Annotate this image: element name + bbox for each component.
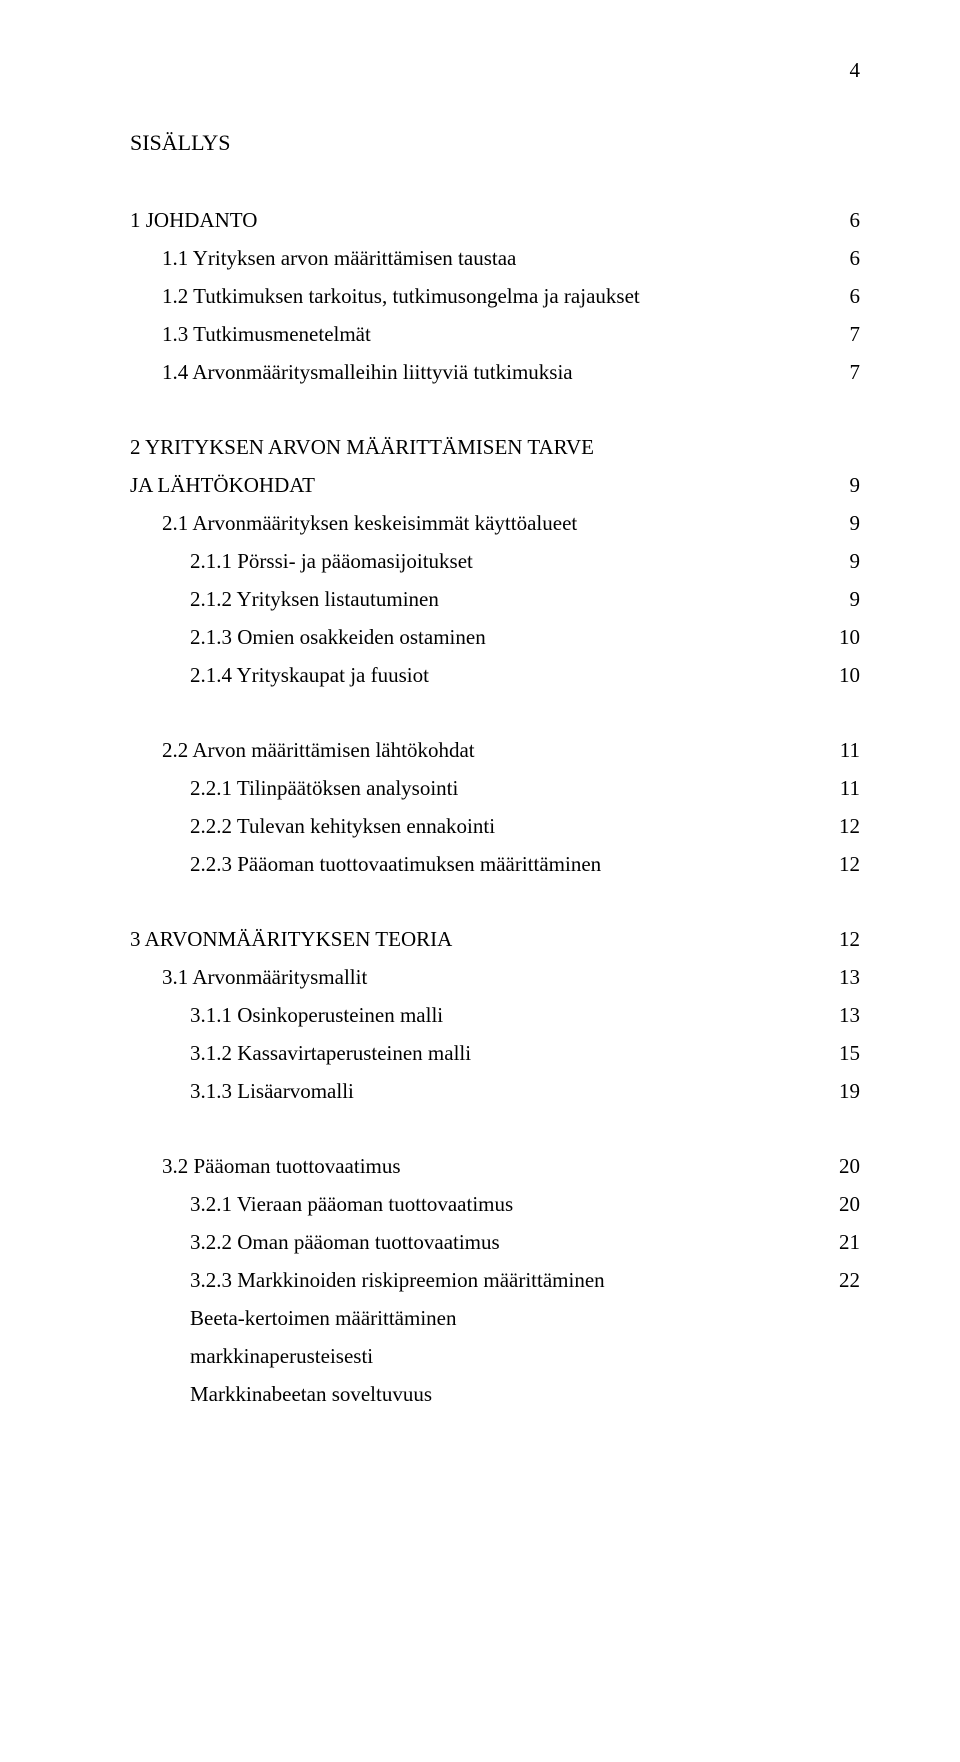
toc-row: 3.1.2 Kassavirtaperusteinen malli15: [130, 1043, 860, 1064]
toc-entry-label: 3.1.3 Lisäarvomalli: [130, 1081, 820, 1102]
toc-row: 2.2.1 Tilinpäätöksen analysointi11: [130, 778, 860, 799]
toc-entry-label: 3.1 Arvonmääritysmallit: [130, 967, 820, 988]
toc-entry-page: 6: [820, 210, 860, 231]
toc-row: 2.1.4 Yrityskaupat ja fuusiot10: [130, 665, 860, 686]
toc-row: 2.1.3 Omien osakkeiden ostaminen10: [130, 627, 860, 648]
toc-entry-page: 13: [820, 967, 860, 988]
toc-entry-page: 20: [820, 1194, 860, 1215]
toc-list: 1 JOHDANTO61.1 Yrityksen arvon määrittäm…: [130, 210, 860, 1405]
toc-row: 1.4 Arvonmääritysmalleihin liittyviä tut…: [130, 362, 860, 383]
toc-entry-label: 3.2 Pääoman tuottovaatimus: [130, 1156, 820, 1177]
toc-entry-page: 22: [820, 1270, 860, 1291]
toc-entry-label: 1.3 Tutkimusmenetelmät: [130, 324, 820, 345]
toc-row: 2.2 Arvon määrittämisen lähtökohdat11: [130, 740, 860, 761]
toc-entry-label: 1.1 Yrityksen arvon määrittämisen tausta…: [130, 248, 820, 269]
toc-entry-page: 9: [820, 513, 860, 534]
toc-entry-label: 2.1 Arvonmäärityksen keskeisimmät käyttö…: [130, 513, 820, 534]
toc-entry-page: 13: [820, 1005, 860, 1026]
toc-entry-page: 6: [820, 286, 860, 307]
toc-row: 3.1 Arvonmääritysmallit13: [130, 967, 860, 988]
toc-entry-label: 1 JOHDANTO: [130, 210, 820, 231]
toc-entry-page: 12: [820, 854, 860, 875]
toc-entry-label: 3.2.3 Markkinoiden riskipreemion määritt…: [130, 1270, 820, 1291]
toc-entry-page: 9: [820, 551, 860, 572]
toc-entry-label: 2.1.4 Yrityskaupat ja fuusiot: [130, 665, 820, 686]
toc-entry-page: 19: [820, 1081, 860, 1102]
toc-entry-page: 15: [820, 1043, 860, 1064]
toc-row: 2 YRITYKSEN ARVON MÄÄRITTÄMISEN TARVE: [130, 437, 860, 458]
toc-entry-label: 2.1.2 Yrityksen listautuminen: [130, 589, 820, 610]
toc-row: 1 JOHDANTO6: [130, 210, 860, 231]
toc-entry-label: 3.1.1 Osinkoperusteinen malli: [130, 1005, 820, 1026]
toc-entry-label: Markkinabeetan soveltuvuus: [130, 1384, 820, 1405]
toc-entry-label: 2 YRITYKSEN ARVON MÄÄRITTÄMISEN TARVE: [130, 437, 820, 458]
page-number: 4: [850, 58, 861, 83]
toc-entry-page: 10: [820, 627, 860, 648]
toc-row: 2.1.2 Yrityksen listautuminen9: [130, 589, 860, 610]
toc-entry-label: 1.4 Arvonmääritysmalleihin liittyviä tut…: [130, 362, 820, 383]
toc-entry-label: 2.1.1 Pörssi- ja pääomasijoitukset: [130, 551, 820, 572]
toc-row: JA LÄHTÖKOHDAT9: [130, 475, 860, 496]
toc-row: 3 ARVONMÄÄRITYKSEN TEORIA12: [130, 929, 860, 950]
toc-row: 2.2.3 Pääoman tuottovaatimuksen määrittä…: [130, 854, 860, 875]
toc-entry-label: 3.2.2 Oman pääoman tuottovaatimus: [130, 1232, 820, 1253]
toc-entry-page: [820, 1308, 860, 1329]
toc-entry-label: JA LÄHTÖKOHDAT: [130, 475, 820, 496]
toc-row: 3.2.3 Markkinoiden riskipreemion määritt…: [130, 1270, 860, 1291]
toc-entry-label: 2.2.3 Pääoman tuottovaatimuksen määrittä…: [130, 854, 820, 875]
toc-entry-label: 2.1.3 Omien osakkeiden ostaminen: [130, 627, 820, 648]
toc-row: 3.1.3 Lisäarvomalli19: [130, 1081, 860, 1102]
toc-row: 1.1 Yrityksen arvon määrittämisen tausta…: [130, 248, 860, 269]
toc-entry-page: 12: [820, 929, 860, 950]
toc-entry-page: 21: [820, 1232, 860, 1253]
toc-entry-page: 6: [820, 248, 860, 269]
toc-entry-page: 10: [820, 665, 860, 686]
toc-row: 2.2.2 Tulevan kehityksen ennakointi12: [130, 816, 860, 837]
toc-entry-label: 3.2.1 Vieraan pääoman tuottovaatimus: [130, 1194, 820, 1215]
toc-entry-label: markkinaperusteisesti: [130, 1346, 820, 1367]
toc-entry-page: 7: [820, 362, 860, 383]
toc-entry-page: 9: [820, 475, 860, 496]
toc-row: 2.1 Arvonmäärityksen keskeisimmät käyttö…: [130, 513, 860, 534]
toc-entry-page: 20: [820, 1156, 860, 1177]
toc-content: SISÄLLYS 1 JOHDANTO61.1 Yrityksen arvon …: [130, 130, 860, 1422]
toc-title: SISÄLLYS: [130, 130, 860, 156]
toc-entry-label: 3.1.2 Kassavirtaperusteinen malli: [130, 1043, 820, 1064]
toc-row: 1.3 Tutkimusmenetelmät7: [130, 324, 860, 345]
toc-entry-label: 2.2.1 Tilinpäätöksen analysointi: [130, 778, 820, 799]
toc-row: 2.1.1 Pörssi- ja pääomasijoitukset9: [130, 551, 860, 572]
toc-entry-label: 2.2 Arvon määrittämisen lähtökohdat: [130, 740, 820, 761]
toc-entry-label: Beeta-kertoimen määrittäminen: [130, 1308, 820, 1329]
toc-entry-page: [820, 437, 860, 458]
toc-row: 3.1.1 Osinkoperusteinen malli13: [130, 1005, 860, 1026]
toc-entry-page: 11: [820, 778, 860, 799]
toc-entry-page: 12: [820, 816, 860, 837]
toc-row: 3.2 Pääoman tuottovaatimus20: [130, 1156, 860, 1177]
toc-row: 3.2.1 Vieraan pääoman tuottovaatimus20: [130, 1194, 860, 1215]
toc-entry-label: 1.2 Tutkimuksen tarkoitus, tutkimusongel…: [130, 286, 820, 307]
toc-row: markkinaperusteisesti: [130, 1346, 860, 1367]
toc-row: Markkinabeetan soveltuvuus: [130, 1384, 860, 1405]
toc-entry-page: 11: [820, 740, 860, 761]
toc-entry-page: [820, 1384, 860, 1405]
toc-entry-label: 3 ARVONMÄÄRITYKSEN TEORIA: [130, 929, 820, 950]
page: 4 SISÄLLYS 1 JOHDANTO61.1 Yrityksen arvo…: [0, 0, 960, 1762]
toc-entry-page: 9: [820, 589, 860, 610]
toc-row: Beeta-kertoimen määrittäminen: [130, 1308, 860, 1329]
toc-entry-label: 2.2.2 Tulevan kehityksen ennakointi: [130, 816, 820, 837]
toc-row: 3.2.2 Oman pääoman tuottovaatimus21: [130, 1232, 860, 1253]
toc-row: 1.2 Tutkimuksen tarkoitus, tutkimusongel…: [130, 286, 860, 307]
toc-entry-page: 7: [820, 324, 860, 345]
toc-entry-page: [820, 1346, 860, 1367]
